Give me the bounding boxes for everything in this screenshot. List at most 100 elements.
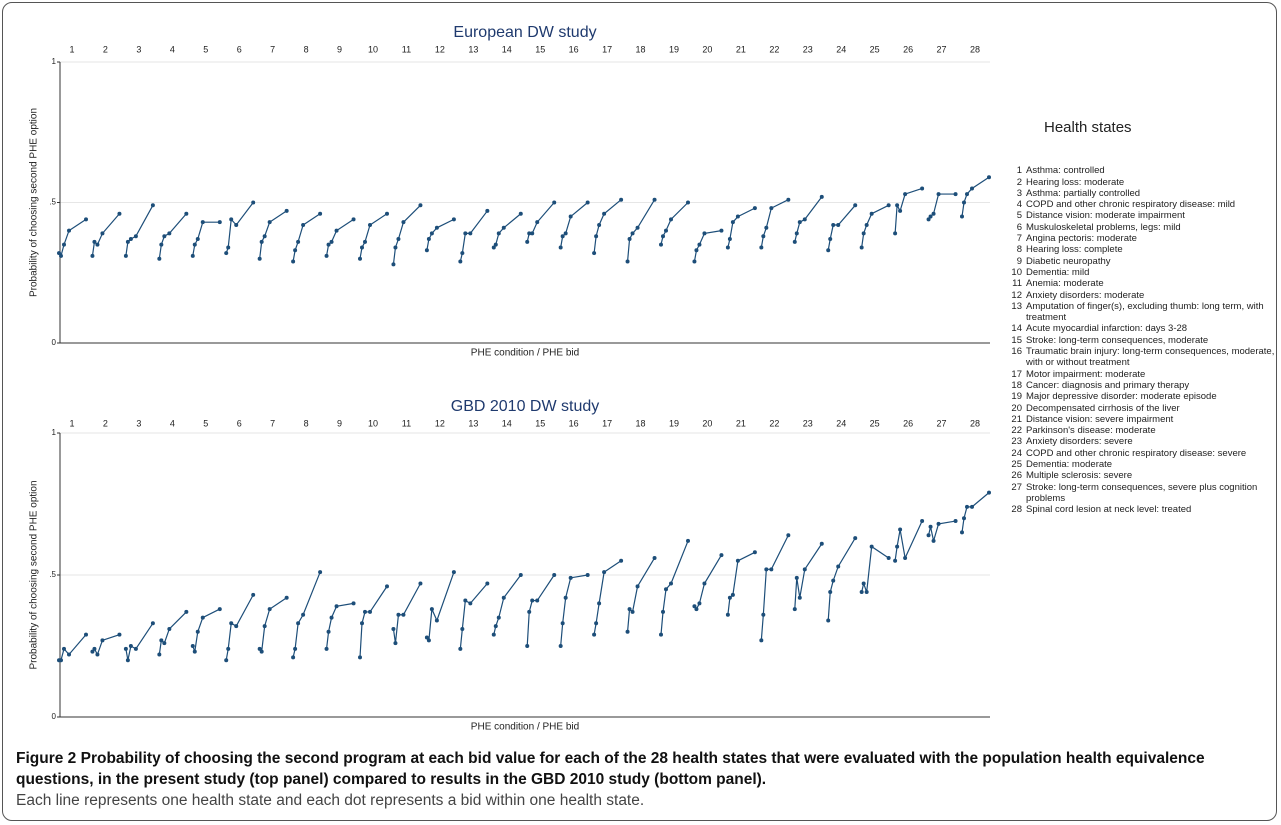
bid-dot <box>797 220 802 225</box>
bid-dot <box>429 231 434 236</box>
bid-dot <box>527 609 532 614</box>
legend-item: 23 Anxiety disorders: severe <box>1008 436 1278 447</box>
legend-number: 7 <box>1016 233 1022 245</box>
health-state-line <box>225 202 254 254</box>
legend-number: 1 <box>1016 165 1022 177</box>
bid-dot <box>861 581 866 586</box>
legend-item: 14 Acute myocardial infarction: days 3-28 <box>1008 323 1278 334</box>
group-label: 23 <box>803 418 813 428</box>
group-label: 21 <box>736 418 746 428</box>
bid-dot <box>836 222 841 227</box>
bid-dot <box>259 239 264 244</box>
bid-dot <box>251 592 256 597</box>
bid-dot <box>434 225 439 230</box>
bid-dot <box>970 186 974 191</box>
bid-dot <box>257 646 262 651</box>
legend-label: Acute myocardial infarction: days 3-28 <box>1026 323 1188 335</box>
bid-dot <box>886 203 891 208</box>
bid-dot <box>501 595 506 600</box>
legend-number: 27 <box>1011 481 1022 493</box>
bid-dot <box>836 564 841 569</box>
bid-dot <box>468 601 473 606</box>
bid-dot <box>962 200 966 205</box>
group-label: 27 <box>937 44 947 54</box>
health-state-line <box>325 218 354 256</box>
legend-item: 28 Spinal cord lesion at neck level: trea… <box>1008 504 1278 515</box>
legend-number: 10 <box>1011 266 1022 278</box>
bid-dot <box>195 629 200 634</box>
bid-dot <box>659 242 663 247</box>
health-state-line <box>359 586 388 658</box>
bid-dot <box>619 558 624 563</box>
bid-dot <box>627 237 632 242</box>
bid-dot <box>251 200 256 205</box>
bid-dot <box>125 658 130 663</box>
legend-label: Muskuloskeletal problems, legs: mild <box>1026 221 1181 233</box>
bid-dot <box>133 234 138 239</box>
bid-dot <box>385 211 389 216</box>
bid-dot <box>869 211 874 216</box>
group-label: 22 <box>769 44 779 54</box>
legend-item: 20 Decompensated cirrhosis of the liver <box>1008 403 1278 414</box>
bid-dot <box>458 646 463 651</box>
group-label: 7 <box>270 44 275 54</box>
bid-dot <box>424 248 429 253</box>
bid-dot <box>692 259 697 264</box>
legend-label: COPD and other chronic respiratory disea… <box>1026 199 1236 211</box>
bid-dot <box>293 646 298 651</box>
health-state-line <box>459 583 488 649</box>
bid-dot <box>694 607 699 612</box>
group-label: 18 <box>636 418 646 428</box>
bid-dot <box>970 504 974 509</box>
bid-dot <box>117 211 122 216</box>
legend-label: Hearing loss: complete <box>1026 244 1123 256</box>
group-label: 3 <box>136 44 141 54</box>
health-state-line <box>325 602 354 649</box>
bid-dot <box>792 239 797 244</box>
bid-dot <box>329 239 334 244</box>
bid-dot <box>752 206 757 211</box>
bid-dot <box>167 231 172 236</box>
legend: Health states 1 Asthma: controlled 2 Hearin… <box>1008 120 1278 516</box>
bid-dot <box>257 256 262 261</box>
bid-dot <box>301 612 306 617</box>
health-state-line <box>560 574 588 647</box>
bid-dot <box>334 604 339 609</box>
group-label: 22 <box>769 418 779 428</box>
health-state-line <box>359 213 388 259</box>
legend-label: Motor impairment: moderate <box>1026 368 1146 380</box>
bid-dot <box>558 245 563 250</box>
bid-dot <box>735 558 740 563</box>
y-tick-label: .5 <box>49 570 56 579</box>
legend-item: 24 COPD and other chronic respiratory dis… <box>1008 448 1278 459</box>
bid-dot <box>301 222 306 227</box>
bid-dot <box>627 607 632 612</box>
bid-dot <box>926 533 931 538</box>
bid-dot <box>920 519 925 524</box>
bid-dot <box>686 200 690 205</box>
legend-item: 6 Muskuloskeletal problems, legs: mild <box>1008 222 1278 233</box>
bid-dot <box>759 638 764 643</box>
group-label: 18 <box>636 44 646 54</box>
bid-dot <box>895 203 900 208</box>
charts: European DW study Probability of choosing… <box>29 24 991 733</box>
caption-note: Each line represents one health state an… <box>16 792 645 809</box>
bid-dot <box>95 242 100 247</box>
legend-label: Multiple sclerosis: severe <box>1026 470 1133 482</box>
bid-dot <box>324 253 329 258</box>
group-label: 14 <box>502 44 512 54</box>
bid-dot <box>727 595 732 600</box>
legend-label: Major depressive disorder: moderate epis… <box>1026 391 1217 403</box>
bid-dot <box>552 200 557 205</box>
legend-item: 19 Major depressive disorder: moderate ep… <box>1008 391 1278 402</box>
bid-dot <box>826 248 831 253</box>
bid-dot <box>594 621 599 626</box>
health-state-line <box>493 574 522 635</box>
legend-label: Diabetic neuropathy <box>1026 255 1111 267</box>
bid-dot <box>418 203 423 208</box>
legend-item: 5 Distance vision: moderate impairment <box>1008 210 1278 221</box>
health-state-line <box>693 554 722 611</box>
bid-dot <box>157 256 162 261</box>
bid-dot <box>150 621 155 626</box>
